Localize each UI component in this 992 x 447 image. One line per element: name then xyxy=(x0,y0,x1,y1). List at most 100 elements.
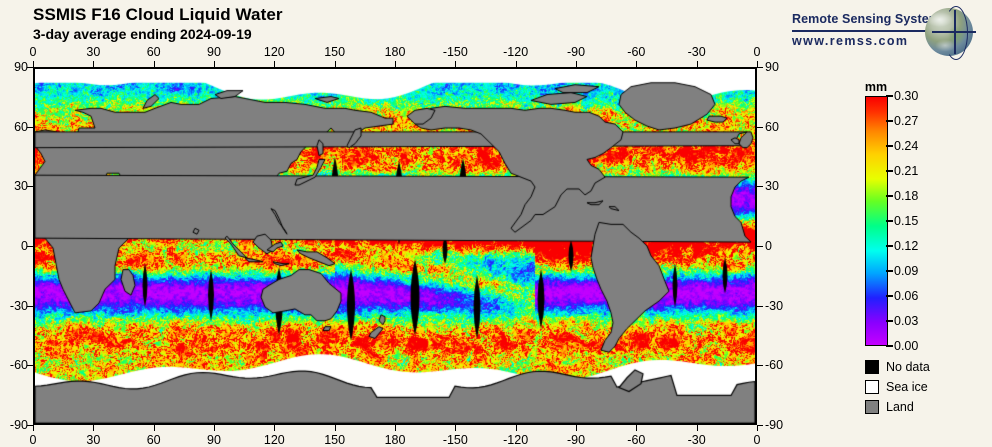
cloud-liquid-water-heatmap xyxy=(35,69,755,423)
y-tick-label: -60 xyxy=(9,358,28,373)
x-tick-mark xyxy=(757,61,758,67)
y-tick-label: 60 xyxy=(14,119,28,134)
x-tick-mark xyxy=(334,61,336,67)
x-tick-label: -90 xyxy=(566,433,586,447)
logo-divider xyxy=(792,30,940,32)
x-tick-label: 150 xyxy=(324,45,346,59)
x-tick-label: 0 xyxy=(753,433,761,447)
y-tick-label: 30 xyxy=(14,179,28,194)
x-tick-label: 30 xyxy=(86,45,101,59)
colorbar-tick-label: 0.18 xyxy=(894,189,919,203)
x-tick-mark xyxy=(576,61,577,67)
y-tick-mark xyxy=(757,126,763,128)
x-tick-mark xyxy=(636,425,638,431)
colorbar-tick-label: 0.30 xyxy=(894,89,919,103)
x-tick-label: 150 xyxy=(324,433,346,447)
colorbar-tick-mark xyxy=(886,195,893,197)
logo-website: www.remss.com xyxy=(792,34,909,48)
colorbar-tick-label: 0.24 xyxy=(894,139,919,153)
legend-label-land: Land xyxy=(886,400,914,414)
page-subtitle: 3-day average ending 2024-09-19 xyxy=(33,26,252,42)
y-tick-label: -30 xyxy=(9,298,28,313)
x-tick-mark xyxy=(757,425,758,431)
y-tick-mark xyxy=(757,186,763,188)
x-tick-mark xyxy=(214,61,215,67)
x-tick-mark xyxy=(274,425,276,431)
legend-item-no-data: No data xyxy=(865,360,930,374)
colorbar-tick-mark xyxy=(886,145,893,147)
y-tick-label: 0 xyxy=(21,239,28,253)
x-tick-label: -60 xyxy=(627,45,646,59)
y-tick-label: -60 xyxy=(765,358,784,373)
x-tick-label: 60 xyxy=(146,433,161,447)
colorbar-tick-label: 0.03 xyxy=(894,314,919,328)
x-tick-label: -30 xyxy=(687,45,706,59)
y-tick-label: -90 xyxy=(765,418,784,432)
x-tick-label: 30 xyxy=(86,433,101,447)
x-tick-label: 180 xyxy=(384,45,406,59)
colorbar-unit-label: mm xyxy=(864,80,888,94)
x-tick-mark xyxy=(153,425,155,431)
page-title: SSMIS F16 Cloud Liquid Water xyxy=(33,5,283,24)
x-tick-mark xyxy=(214,425,215,431)
y-tick-mark xyxy=(757,425,763,426)
colorbar-tick-label: 0.12 xyxy=(894,239,919,253)
legend-swatch-no-data xyxy=(865,360,879,374)
y-tick-mark xyxy=(27,246,33,247)
x-tick-mark xyxy=(33,425,34,431)
colorbar-tick-mark xyxy=(886,295,893,297)
x-tick-mark xyxy=(455,425,457,431)
colorbar-tick-mark xyxy=(886,245,893,247)
remss-logo: Remote Sensing Systems www.remss.com xyxy=(792,6,982,60)
x-tick-label: 90 xyxy=(207,433,221,447)
legend-label-no-data: No data xyxy=(886,360,930,374)
x-tick-label: 0 xyxy=(29,45,37,59)
y-tick-label: 90 xyxy=(14,60,28,74)
x-tick-label: 0 xyxy=(753,45,761,59)
y-tick-mark xyxy=(27,365,33,367)
x-tick-mark xyxy=(153,61,155,67)
colorbar-tick-mark xyxy=(886,95,893,97)
y-tick-mark xyxy=(27,186,33,188)
globe-ring-icon xyxy=(944,6,968,60)
x-tick-mark xyxy=(395,425,396,431)
legend-item-land: Land xyxy=(865,400,914,414)
x-tick-mark xyxy=(455,61,457,67)
x-tick-mark xyxy=(696,61,698,67)
y-tick-label: -30 xyxy=(765,298,784,313)
legend-swatch-land xyxy=(865,400,879,414)
x-tick-label: 90 xyxy=(207,45,221,59)
x-tick-label: 120 xyxy=(263,433,285,447)
colorbar-tick-mark xyxy=(886,120,893,122)
colorbar-gradient xyxy=(865,96,888,346)
x-tick-mark xyxy=(636,61,638,67)
x-tick-label: -150 xyxy=(442,433,468,447)
map-plot-area xyxy=(33,67,757,425)
x-tick-label: -90 xyxy=(566,45,586,59)
x-tick-label: 180 xyxy=(384,433,406,447)
colorbar-tick-mark xyxy=(886,220,893,222)
colorbar-tick-label: 0.15 xyxy=(894,214,919,228)
y-tick-label: 30 xyxy=(765,179,779,194)
x-tick-mark xyxy=(696,425,698,431)
colorbar-tick-label: 0.27 xyxy=(894,114,919,128)
legend-swatch-sea-ice xyxy=(865,380,879,394)
logo-company-name: Remote Sensing Systems xyxy=(792,12,948,26)
y-tick-mark xyxy=(27,305,33,307)
x-tick-mark xyxy=(515,61,517,67)
colorbar-tick-mark xyxy=(886,270,893,272)
colorbar-tick-mark xyxy=(886,345,893,347)
legend-label-sea-ice: Sea ice xyxy=(886,380,928,394)
colorbar-tick-label: 0.00 xyxy=(894,339,919,353)
y-tick-mark xyxy=(27,425,33,426)
y-tick-label: 0 xyxy=(765,239,772,253)
x-tick-label: 60 xyxy=(146,45,161,59)
x-tick-mark xyxy=(33,61,34,67)
x-tick-label: -30 xyxy=(687,433,706,447)
x-tick-mark xyxy=(515,425,517,431)
colorbar-tick-label: 0.06 xyxy=(894,289,919,303)
x-tick-mark xyxy=(395,61,396,67)
y-tick-mark xyxy=(757,67,763,68)
y-tick-label: 90 xyxy=(765,60,779,74)
y-tick-mark xyxy=(27,126,33,128)
